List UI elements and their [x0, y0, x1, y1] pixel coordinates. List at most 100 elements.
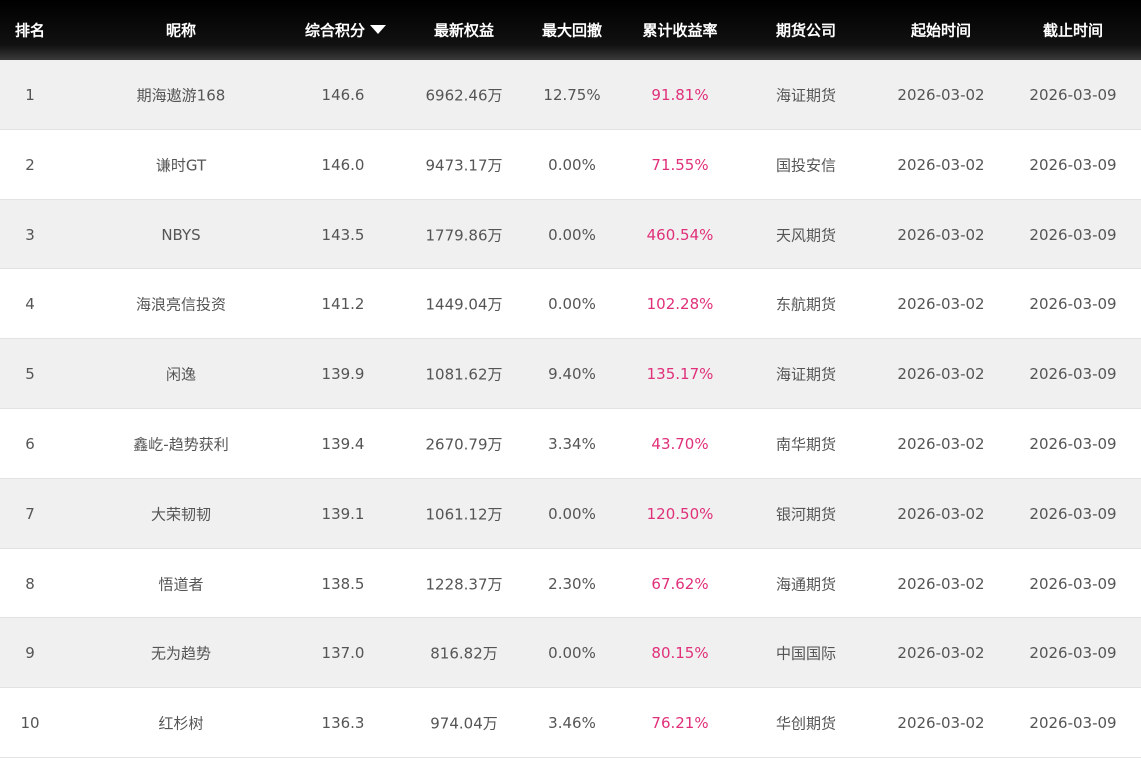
- end-header: 截止时间: [1042, 21, 1104, 40]
- broker: 海证期货: [775, 365, 837, 384]
- rank: 4: [25, 295, 35, 314]
- cumulative-return: 80.15%: [651, 644, 709, 663]
- equity-header: 最新权益: [433, 21, 495, 40]
- equity: 1779.86万: [425, 226, 503, 244]
- nickname: 悟道者: [158, 575, 204, 593]
- cumulative-return: 76.21%: [651, 714, 709, 733]
- score: 141.2: [321, 295, 365, 314]
- equity: 9473.17万: [425, 156, 503, 175]
- nickname: 谦时GT: [155, 156, 207, 175]
- rank: 1: [25, 85, 35, 104]
- cumulative-return: 135.17%: [646, 365, 714, 384]
- end-date: 2026-03-09: [1029, 434, 1117, 453]
- cumulative-return: 102.28%: [646, 295, 714, 314]
- max-drawdown: 0.00%: [548, 295, 596, 314]
- end-date: 2026-03-09: [1029, 225, 1117, 244]
- start-date: 2026-03-02: [897, 155, 985, 174]
- score-header[interactable]: 综合积分: [304, 21, 366, 40]
- broker: 东航期货: [775, 295, 837, 314]
- end-date: 2026-03-09: [1029, 365, 1117, 384]
- rank: 5: [25, 365, 35, 384]
- rank: 9: [25, 644, 35, 663]
- return-header: 累计收益率: [642, 21, 718, 40]
- drawdown-header: 最大回撤: [541, 21, 603, 40]
- max-drawdown: 2.30%: [548, 574, 596, 593]
- table-row: [0, 549, 1141, 619]
- end-date: 2026-03-09: [1029, 504, 1117, 523]
- broker: 华创期货: [775, 714, 837, 733]
- end-date: 2026-03-09: [1029, 574, 1117, 593]
- rank: 6: [25, 434, 35, 453]
- table-header: [0, 0, 1141, 60]
- nickname: 鑫屹-趋势获利: [133, 435, 229, 454]
- equity: 2670.79万: [425, 435, 503, 454]
- end-date: 2026-03-09: [1029, 155, 1117, 174]
- table-row: [0, 60, 1141, 130]
- end-date: 2026-03-09: [1029, 85, 1117, 104]
- sort-arrow[interactable]: [370, 25, 386, 34]
- score: 136.3: [321, 714, 365, 733]
- max-drawdown: 3.46%: [548, 714, 596, 733]
- max-drawdown: 12.75%: [543, 85, 601, 104]
- max-drawdown: 9.40%: [548, 365, 596, 384]
- end-date: 2026-03-09: [1029, 295, 1117, 314]
- start-date: 2026-03-02: [897, 365, 985, 384]
- table-row: [0, 688, 1141, 758]
- start-date: 2026-03-02: [897, 85, 985, 104]
- start-date: 2026-03-02: [897, 574, 985, 593]
- score: 139.1: [321, 504, 365, 523]
- max-drawdown: 0.00%: [548, 225, 596, 244]
- table-row: [0, 618, 1141, 689]
- score: 139.9: [321, 365, 365, 384]
- score: 137.0: [321, 644, 365, 663]
- rank: 2: [25, 155, 35, 174]
- score: 139.4: [321, 434, 365, 453]
- broker: 国投安信: [775, 156, 837, 175]
- nickname: 无为趋势: [150, 644, 212, 663]
- max-drawdown: 0.00%: [548, 504, 596, 523]
- start-date: 2026-03-02: [897, 434, 985, 453]
- rank-header: 排名: [14, 21, 46, 40]
- nickname: 红杉树: [158, 714, 204, 733]
- cumulative-return: 43.70%: [651, 434, 709, 453]
- score: 143.5: [321, 225, 365, 244]
- equity: 1081.62万: [425, 365, 503, 384]
- end-date: 2026-03-09: [1029, 644, 1117, 663]
- start-date: 2026-03-02: [897, 295, 985, 314]
- table-row: [0, 478, 1141, 549]
- nickname: 海浪亮信投资: [135, 295, 227, 314]
- equity: 1449.04万: [425, 295, 503, 314]
- start-date: 2026-03-02: [897, 225, 985, 244]
- broker: 海通期货: [775, 575, 837, 593]
- nickname: 大荣韧韧: [150, 505, 212, 524]
- max-drawdown: 0.00%: [548, 155, 596, 174]
- table-row: [0, 199, 1141, 270]
- cumulative-return: 120.50%: [646, 504, 714, 523]
- table-row: [0, 130, 1141, 200]
- table-row: [0, 409, 1141, 479]
- rank: 10: [20, 714, 40, 733]
- table-row: [0, 339, 1141, 409]
- equity: 6962.46万: [425, 86, 503, 105]
- name-header: 昵称: [165, 21, 197, 40]
- score: 146.6: [321, 85, 365, 104]
- broker: 中国国际: [775, 644, 837, 663]
- cumulative-return: 91.81%: [651, 85, 709, 104]
- broker: 南华期货: [775, 435, 837, 454]
- rank: 8: [25, 574, 35, 593]
- nickname: NBYS: [161, 225, 201, 244]
- start-date: 2026-03-02: [897, 504, 985, 523]
- equity: 1228.37万: [425, 575, 503, 593]
- start-header: 起始时间: [910, 21, 972, 40]
- broker-header: 期货公司: [775, 21, 837, 40]
- end-date: 2026-03-09: [1029, 714, 1117, 733]
- broker: 银河期货: [775, 505, 837, 524]
- broker: 天风期货: [775, 226, 837, 244]
- nickname: 期海遨游168: [136, 86, 226, 105]
- cumulative-return: 71.55%: [651, 155, 709, 174]
- start-date: 2026-03-02: [897, 714, 985, 733]
- rank: 7: [25, 504, 35, 523]
- equity: 1061.12万: [425, 505, 503, 524]
- broker: 海证期货: [775, 86, 837, 105]
- score: 146.0: [321, 155, 365, 174]
